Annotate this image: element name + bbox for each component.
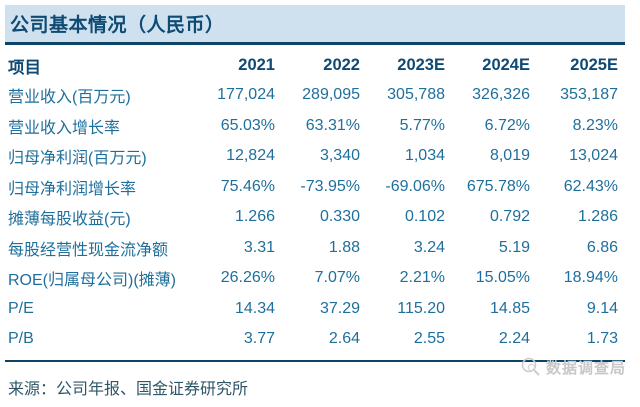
column-header-item: 项目	[8, 58, 41, 77]
table-cell: 26.26%	[220, 269, 275, 287]
table-cell: 2.55	[413, 330, 445, 348]
row-label: P/B	[8, 330, 34, 348]
table-cell: 14.34	[234, 299, 275, 317]
table-cell: 9.14	[586, 299, 618, 317]
table-row: 归母净利润增长率 75.46% -73.95% -69.06% 675.78% …	[5, 172, 625, 203]
column-header-2023e: 2023E	[397, 56, 445, 74]
table-row: 每股经营性现金流净额 3.31 1.88 3.24 5.19 6.86	[5, 233, 625, 264]
table-cell: 12,824	[226, 147, 275, 165]
table-cell: 289,095	[302, 86, 360, 104]
table-cell: 37.29	[319, 299, 360, 317]
table-cell: 115.20	[397, 299, 445, 317]
table-header-row: 项目 2021 2022 2023E 2024E 2025E	[5, 51, 625, 80]
table-cell: 6.72%	[484, 116, 530, 134]
table-cell: -73.95%	[300, 177, 360, 195]
table-cell: 1,034	[404, 147, 445, 165]
table-cell: 14.85	[489, 299, 530, 317]
table-cell: 1.88	[328, 238, 360, 256]
table-cell: 7.07%	[314, 269, 360, 287]
table-cell: 1.286	[577, 208, 618, 226]
table-row: 归母净利润(百万元) 12,824 3,340 1,034 8,019 13,0…	[5, 141, 625, 172]
table-cell: 0.792	[489, 208, 530, 226]
table-cell: 13,024	[569, 147, 618, 165]
table-cell: 5.77%	[399, 116, 445, 134]
table-row: 营业收入(百万元) 177,024 289,095 305,788 326,32…	[5, 80, 625, 111]
row-label: 摊薄每股收益(元)	[8, 211, 131, 229]
table-cell: 326,326	[472, 86, 530, 104]
row-label: ROE(归属母公司)(摊薄)	[8, 272, 176, 290]
table-cell: 177,024	[217, 86, 275, 104]
table-cell: 1.266	[234, 208, 275, 226]
row-label: 营业收入(百万元)	[8, 89, 131, 107]
table-cell: 62.43%	[563, 177, 618, 195]
row-label: 归母净利润(百万元)	[8, 150, 147, 168]
table-cell: 75.46%	[220, 177, 275, 195]
table-cell: 675.78%	[466, 177, 530, 195]
table-cell: 305,788	[387, 86, 445, 104]
table-row: ROE(归属母公司)(摊薄) 26.26% 7.07% 2.21% 15.05%…	[5, 263, 625, 294]
table-row: 摊薄每股收益(元) 1.266 0.330 0.102 0.792 1.286	[5, 202, 625, 233]
row-label: 营业收入增长率	[8, 119, 121, 137]
column-header-2024e: 2024E	[482, 56, 530, 74]
table-wrap: 项目 2021 2022 2023E 2024E 2025E 营业收入(百万元)…	[5, 45, 625, 362]
table-row: P/B 3.77 2.64 2.55 2.24 1.73	[5, 324, 625, 355]
table-cell: 2.64	[328, 330, 360, 348]
row-label: P/E	[8, 299, 34, 317]
table-cell: 1.73	[586, 330, 618, 348]
section-title: 公司基本情况（人民币）	[10, 15, 225, 36]
table-cell: 353,187	[560, 86, 618, 104]
table-cell: 6.86	[586, 238, 618, 256]
table-cell: 63.31%	[305, 116, 360, 134]
table-cell: 3,340	[319, 147, 360, 165]
table-cell: 8.23%	[572, 116, 618, 134]
table-row: P/E 14.34 37.29 115.20 14.85 9.14	[5, 294, 625, 325]
financial-table: 项目 2021 2022 2023E 2024E 2025E 营业收入(百万元)…	[5, 51, 625, 355]
table-cell: 8,019	[489, 147, 530, 165]
table-cell: 18.94%	[563, 269, 618, 287]
table-cell: 15.05%	[475, 269, 530, 287]
table-cell: 5.19	[498, 238, 530, 256]
column-header-2025e: 2025E	[570, 56, 618, 74]
row-label: 每股经营性现金流净额	[8, 241, 169, 259]
table-cell: 65.03%	[220, 116, 275, 134]
column-header-2021: 2021	[238, 56, 275, 74]
column-header-2022: 2022	[323, 56, 360, 74]
table-cell: -69.06%	[385, 177, 445, 195]
table-row: 营业收入增长率 65.03% 63.31% 5.77% 6.72% 8.23%	[5, 111, 625, 142]
table-cell: 3.24	[413, 238, 445, 256]
table-cell: 3.31	[243, 238, 275, 256]
section-title-bar: 公司基本情况（人民币）	[5, 5, 625, 45]
table-cell: 0.330	[319, 208, 360, 226]
source-note: 来源：公司年报、国金证券研究所	[8, 380, 249, 398]
table-cell: 2.24	[498, 330, 530, 348]
table-cell: 3.77	[243, 330, 275, 348]
table-cell: 0.102	[404, 208, 445, 226]
row-label: 归母净利润增长率	[8, 180, 137, 198]
table-cell: 2.21%	[399, 269, 445, 287]
report-table-block: 公司基本情况（人民币） 项目 2021 2022 2023E 2024E 202…	[5, 5, 625, 399]
